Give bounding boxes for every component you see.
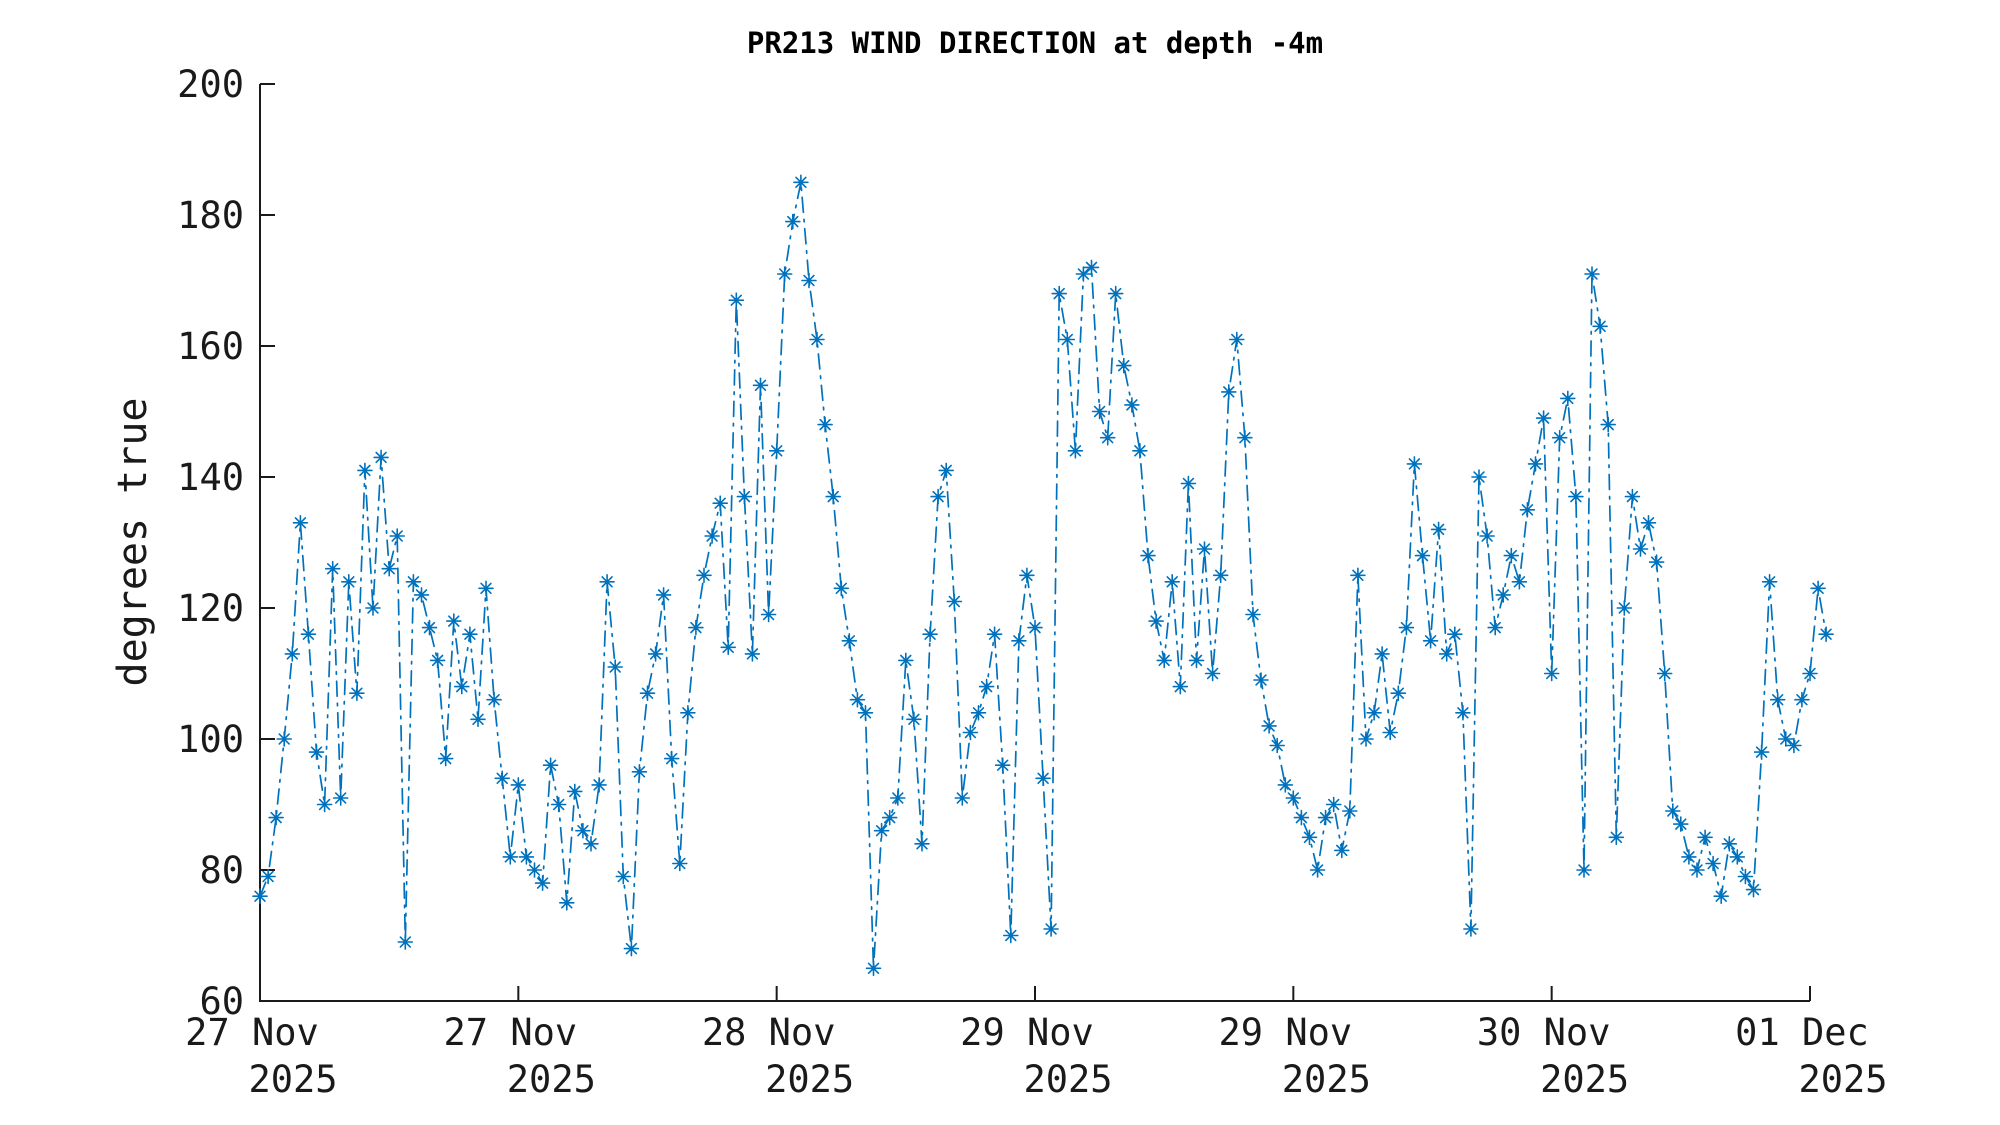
x-tick-label-year: 2025 bbox=[765, 1058, 854, 1101]
x-tick-label-year: 2025 bbox=[248, 1058, 337, 1101]
x-tick-label-date: 30 Nov bbox=[1477, 1011, 1611, 1054]
y-tick-label: 80 bbox=[199, 849, 244, 892]
y-tick-label: 60 bbox=[199, 980, 244, 1023]
y-tick-label: 200 bbox=[177, 63, 244, 106]
y-axis-label: degrees true bbox=[110, 397, 156, 687]
y-tick-label: 160 bbox=[177, 325, 244, 368]
x-tick-label-date: 29 Nov bbox=[1219, 1011, 1353, 1054]
x-tick-label-date: 27 Nov bbox=[185, 1011, 319, 1054]
x-tick-label-year: 2025 bbox=[1540, 1058, 1629, 1101]
y-tick-label: 180 bbox=[177, 194, 244, 237]
wind-direction-series-line bbox=[259, 182, 1827, 969]
chart-title: PR213 WIND DIRECTION at depth -4m bbox=[746, 26, 1324, 60]
x-tick-label-date: 01 Dec bbox=[1735, 1011, 1869, 1054]
x-tick-label-year: 2025 bbox=[1023, 1058, 1112, 1101]
x-tick-label-year: 2025 bbox=[1798, 1058, 1887, 1101]
x-tick-label-date: 29 Nov bbox=[960, 1011, 1094, 1054]
y-tick-label: 120 bbox=[177, 587, 244, 630]
wind-direction-series-markers bbox=[252, 174, 1834, 977]
y-tick-label: 140 bbox=[177, 456, 244, 499]
x-tick-label-date: 27 Nov bbox=[444, 1011, 578, 1054]
x-tick-label-year: 2025 bbox=[507, 1058, 596, 1101]
x-tick-label-date: 28 Nov bbox=[702, 1011, 836, 1054]
x-tick-label-year: 2025 bbox=[1282, 1058, 1371, 1101]
y-tick-label: 100 bbox=[177, 718, 244, 761]
